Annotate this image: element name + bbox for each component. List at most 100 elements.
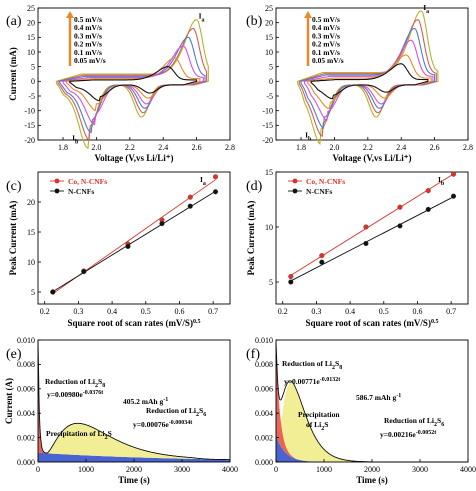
data-point (319, 259, 325, 265)
legend-item: 0.3 mV/s (312, 31, 340, 40)
legend-item: 0.4 mV/s (74, 23, 102, 32)
data-point (212, 189, 219, 195)
legend-label: Co, N-CNFs (68, 177, 107, 186)
annot-fit-li2s8-part: -0.0376t (83, 390, 104, 396)
panel-label-e: (e) (6, 347, 22, 362)
annot-reduction-li2s6-part: 2 (196, 412, 199, 418)
y-tick-label: 20 (265, 18, 273, 27)
legend-item: 0.2 mV/s (74, 40, 102, 49)
y-tick-label: 0.000 (255, 458, 273, 467)
x-tick-label: 0 (36, 465, 40, 474)
y-tick-label: -10 (262, 106, 273, 115)
y-axis-label: Peak Current (mA) (246, 201, 256, 276)
data-point (187, 203, 193, 209)
peak-label-part: a (203, 181, 206, 187)
y-tick-label: -20 (262, 136, 273, 145)
cv-curve (300, 27, 436, 130)
area-li2s8 (276, 341, 296, 459)
y-tick-label: 0.006 (255, 385, 273, 394)
legend-item: 0.2 mV/s (312, 40, 340, 49)
legend-item: 0.3 mV/s (74, 31, 102, 40)
x-tick-label: 0.4 (107, 307, 117, 316)
y-tick-label: 15 (27, 33, 35, 42)
data-point (125, 243, 131, 249)
x-tick-label: 1.8 (296, 143, 306, 152)
legend-item: 0.1 mV/s (312, 48, 340, 57)
peak-label-ib-part: b (308, 136, 312, 142)
panel-label-a: (a) (6, 14, 22, 29)
annot-reduction-li2s8-part: 8 (339, 365, 342, 371)
legend-marker (54, 188, 60, 194)
annot-reduction-li2s6-part: 6 (203, 412, 206, 418)
y-tick-label: 15 (27, 228, 35, 237)
data-point (425, 188, 431, 194)
y-tick-label: 0.000 (17, 458, 35, 467)
x-axis-label: Voltage (V,vs Li/Li⁺) (94, 153, 173, 163)
peak-label-part: b (441, 181, 445, 187)
y-tick-label: 15 (265, 33, 273, 42)
x-tick-label: 2.4 (396, 143, 406, 152)
y-tick-label: 5 (269, 62, 273, 71)
annot-precipitation-part: 2 (105, 435, 108, 441)
x-axis-label-part: 0.5 (431, 319, 439, 325)
annot-capacity-part: -1 (396, 393, 401, 399)
panel-f: (f) 0 1000 2000 3000 4000 0.000 0.002 0.004 0.00… (246, 336, 476, 485)
annot-precipitation-part: S (108, 429, 112, 438)
area-li2s6 (276, 435, 468, 462)
y-axis-label: Current (mA) (8, 47, 18, 101)
annot-fit-li2s6: y=0.00076e-0.00034t (133, 420, 192, 429)
x-tick-label: 2000 (126, 465, 142, 474)
cv-curve (310, 63, 429, 100)
x-tick-label: 0.2 (40, 307, 50, 316)
data-point (425, 206, 431, 212)
y-tick-label: 20 (27, 18, 35, 27)
x-tick-label: 2.0 (329, 143, 339, 152)
annot-reduction-li2s6-part: 6 (441, 422, 444, 428)
y-tick-label: 25 (265, 4, 273, 13)
peak-label-part: I (200, 175, 203, 184)
y-tick-label: 10 (27, 258, 35, 267)
y-tick-label: 10 (265, 223, 273, 232)
peak-label-part: I (438, 175, 441, 184)
x-tick-label: 1.8 (58, 143, 68, 152)
annot-fit-li2s6-part: -0.0052t (416, 430, 437, 436)
annot-capacity-part: 405.2 mAh g (123, 397, 163, 406)
annot-reduction-li2s6-part: Reduction of Li (146, 406, 196, 415)
annot-reduction-li2s6-part: Reduction of Li (384, 416, 434, 425)
annot-reduction-li2s8: Reduction of Li2S8 (45, 377, 105, 389)
data-point (450, 193, 457, 199)
y-axis-label: Current (A) (4, 378, 14, 424)
plot-frame (37, 171, 231, 305)
peak-label-ib: Ib (72, 133, 79, 145)
data-point (450, 171, 457, 177)
x-tick-label: 0.6 (174, 307, 184, 316)
x-tick-label: 0.3 (311, 307, 321, 316)
x-tick-label: 0.7 (446, 307, 456, 316)
panel-label-c: (c) (6, 179, 22, 194)
plot-c: 0.2 0.3 0.4 0.5 0.6 0.7 5 10 15 20 Co, N-CNFsN-CNF… (8, 171, 231, 328)
x-tick-label: 2.0 (91, 143, 101, 152)
legend-item: 0.05 mV/s (74, 56, 106, 65)
peak-label-ia-part: I (423, 3, 426, 12)
y-tick-label: -15 (24, 121, 35, 130)
annot-fit-li2s8: y=0.00980e-0.0376t (47, 390, 103, 399)
y-tick-label: 0.004 (255, 409, 273, 418)
x-tick-label: 2.2 (363, 143, 373, 152)
cv-curve (55, 19, 209, 150)
data-point (81, 269, 87, 275)
panel-c: (c) 0.2 0.3 0.4 0.5 0.6 0.7 5 10 15 20 Co, N-CNFsN… (6, 171, 231, 328)
y-tick-label: 10 (27, 48, 35, 57)
annot-precipitation-2-part: 2 (321, 426, 324, 432)
legend-marker (54, 178, 60, 184)
y-tick-label: 25 (27, 4, 35, 13)
peak-label-ia-part: a (202, 18, 205, 24)
y-tick-label: 5 (31, 288, 35, 297)
y-tick-label: 0.010 (255, 336, 273, 345)
x-axis-label: Time (s) (356, 475, 388, 485)
plot-f: 0 1000 2000 3000 4000 0.000 0.002 0.004 0.006 0.0… (255, 336, 476, 485)
annot-reduction-li2s6-part: 2 (434, 422, 437, 428)
y-tick-label: 0.008 (17, 360, 35, 369)
x-tick-label: 2.2 (125, 143, 135, 152)
